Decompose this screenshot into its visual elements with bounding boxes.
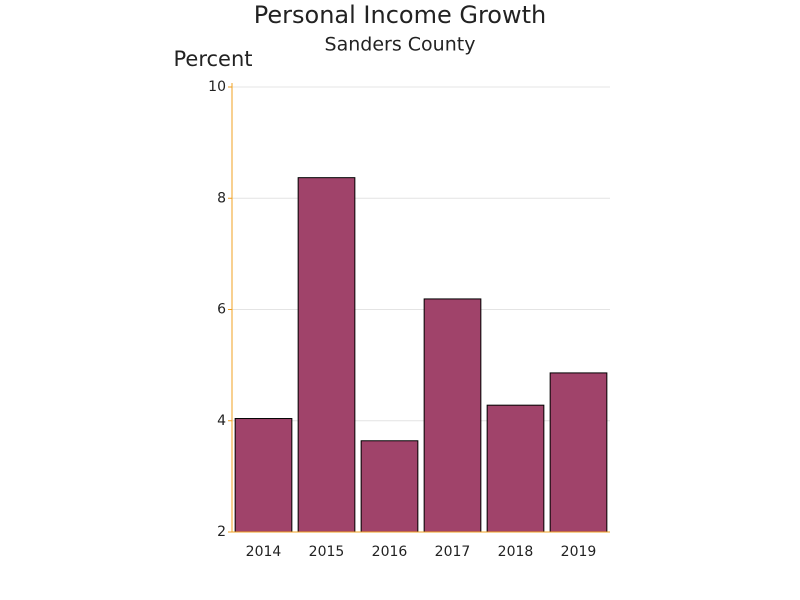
x-tick-label: 2015 bbox=[309, 544, 345, 560]
bar bbox=[360, 440, 419, 533]
y-tick-label: 6 bbox=[217, 302, 226, 318]
y-tick-label: 10 bbox=[208, 79, 226, 95]
bar bbox=[234, 418, 293, 533]
x-tick-label: 2018 bbox=[498, 544, 534, 560]
chart-subtitle: Sanders County bbox=[325, 34, 476, 56]
x-tick-label: 2014 bbox=[246, 544, 282, 560]
bar bbox=[297, 177, 356, 533]
x-tick-label: 2017 bbox=[435, 544, 471, 560]
y-axis-label: Percent bbox=[173, 47, 252, 71]
y-tick-label: 2 bbox=[217, 524, 226, 540]
bar bbox=[486, 404, 545, 533]
x-tick-label: 2019 bbox=[561, 544, 597, 560]
y-tick-label: 4 bbox=[217, 413, 226, 429]
bar bbox=[549, 372, 608, 533]
y-tick-label: 8 bbox=[217, 190, 226, 206]
bar bbox=[423, 298, 482, 533]
chart-title: Personal Income Growth bbox=[254, 1, 546, 29]
x-tick-label: 2016 bbox=[372, 544, 408, 560]
